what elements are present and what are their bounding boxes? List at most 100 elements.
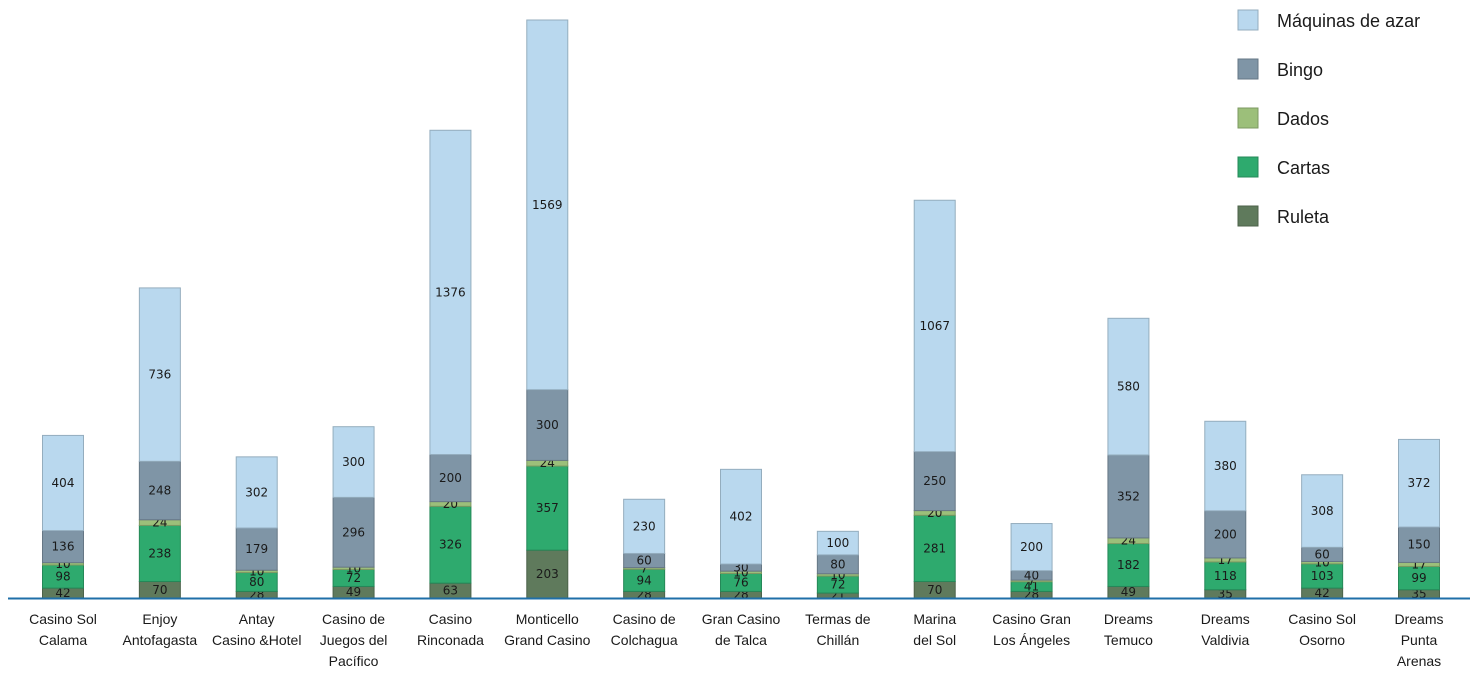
data-label: 72: [830, 578, 845, 592]
bar-segment-maquinas-de-azar: [42, 434, 84, 532]
bar-segment-bingo: [138, 460, 181, 521]
bar-segment-bingo: [235, 527, 278, 571]
data-label: 35: [1218, 587, 1233, 601]
category-label-line: Los Ángeles: [993, 632, 1070, 648]
data-label: 352: [1117, 489, 1140, 503]
category-label-line: Casino Gran: [992, 611, 1071, 627]
data-label: 238: [148, 546, 171, 560]
legend-label-bingo: Bingo: [1277, 60, 1323, 80]
category-label-line: Dreams: [1394, 611, 1443, 627]
category-label: Casino de Juegos del Pacífico: [320, 611, 388, 669]
category-label: Casino Sol Osorno: [1288, 611, 1356, 648]
data-label: 136: [52, 540, 75, 554]
category-label: Casino Sol Calama: [29, 611, 97, 648]
legend-label-ruleta: Ruleta: [1277, 207, 1330, 227]
data-label: 1569: [532, 198, 563, 212]
data-label: 404: [52, 476, 75, 490]
legend-swatch-bingo: [1237, 58, 1259, 80]
data-label: 72: [346, 571, 361, 585]
bar-segment-maquinas-de-azar: [1398, 438, 1440, 528]
bar-segment-maquinas-de-azar: [235, 456, 278, 529]
data-label: 103: [1311, 569, 1334, 583]
bar-segment-bingo: [1107, 454, 1150, 539]
category-label: Dreams Punta Arenas: [1394, 611, 1443, 669]
category-label-line: Antofagasta: [122, 632, 197, 648]
data-label: 94: [637, 573, 652, 587]
category-label: Antay Casino &Hotel: [212, 611, 302, 648]
data-label: 80: [830, 557, 845, 571]
category-label-line: Juegos del: [320, 632, 388, 648]
category-label-line: Casino de: [613, 611, 676, 627]
bar-segment-cartas: [1301, 563, 1344, 589]
category-label: Gran Casino de Talca: [702, 611, 781, 648]
category-label: Monticello Grand Casino: [504, 611, 591, 648]
category-label-line: del Sol: [913, 632, 956, 648]
bar-segment-maquinas-de-azar: [1301, 474, 1344, 548]
data-label: 49: [346, 585, 361, 599]
category-label-line: Antay: [239, 611, 275, 627]
bar-segment-maquinas-de-azar: [623, 498, 666, 554]
bar-segment-bingo: [526, 389, 569, 461]
category-label-line: Casino Sol: [29, 611, 97, 627]
data-label: 60: [637, 554, 652, 568]
category-label: Casino de Colchagua: [611, 611, 678, 648]
category-label-line: Monticello: [516, 611, 579, 627]
category-label-line: Pacífico: [329, 653, 379, 669]
data-label: 296: [342, 525, 365, 539]
data-label: 42: [1315, 586, 1330, 600]
category-label-line: Casino de: [322, 611, 385, 627]
data-label: 326: [439, 538, 462, 552]
data-label: 150: [1408, 538, 1431, 552]
data-label: 60: [1315, 547, 1330, 561]
bar-segment-cartas: [913, 514, 956, 583]
data-label: 372: [1408, 476, 1431, 490]
legend-label-maquinas-de-azar: Máquinas de azar: [1277, 11, 1420, 31]
category-label-line: Valdivia: [1201, 632, 1249, 648]
data-label: 7: [1028, 574, 1036, 588]
data-label: 182: [1117, 558, 1140, 572]
data-label: 1376: [435, 285, 466, 299]
bar-segment-cartas: [138, 524, 181, 583]
bar-segment-cartas: [429, 505, 472, 584]
data-label: 357: [536, 501, 559, 515]
data-label: 300: [536, 418, 559, 432]
bar-segment-maquinas-de-azar: [526, 19, 569, 391]
category-label-line: Marina: [913, 611, 956, 627]
data-label: 402: [730, 510, 753, 524]
category-label: Casino Rinconada: [417, 611, 484, 648]
category-label-line: Casino Sol: [1288, 611, 1356, 627]
legend: Máquinas de azar Bingo Dados Cartas Ruleta: [1237, 9, 1420, 227]
category-label: Dreams Valdivia: [1201, 611, 1250, 648]
legend-swatch-ruleta: [1237, 205, 1259, 227]
bars-group: 4298101364047023824248736288010179302497…: [42, 19, 1440, 603]
data-label: 41: [1024, 580, 1039, 594]
category-label-line: Dreams: [1201, 611, 1250, 627]
category-label-line: Enjoy: [142, 611, 177, 627]
data-label: 98: [55, 570, 70, 584]
data-label: 179: [245, 542, 268, 556]
bar-segment-cartas: [1204, 561, 1247, 591]
legend-swatch-dados: [1237, 107, 1259, 129]
category-label: Dreams Temuco: [1104, 611, 1153, 648]
category-label-line: Casino: [429, 611, 473, 627]
bar-segment-bingo: [1398, 526, 1440, 563]
data-label: 736: [148, 368, 171, 382]
legend-swatch-cartas: [1237, 156, 1259, 178]
category-label-line: de Talca: [715, 632, 767, 648]
bar-segment-cartas: [526, 465, 569, 551]
legend-label-cartas: Cartas: [1277, 158, 1330, 178]
category-label-line: Temuco: [1104, 632, 1153, 648]
bar-segment-bingo: [1204, 510, 1247, 559]
category-label-line: Casino &Hotel: [212, 632, 302, 648]
category-label: Termas de Chillán: [805, 611, 871, 648]
data-label: 40: [1024, 568, 1039, 582]
bar-segment-maquinas-de-azar: [1010, 523, 1053, 572]
data-label: 42: [55, 586, 70, 600]
data-label: 203: [536, 567, 559, 581]
data-label: 70: [152, 583, 167, 597]
data-label: 76: [733, 575, 748, 589]
data-label: 35: [1411, 587, 1426, 601]
data-label: 248: [148, 484, 171, 498]
category-label-line: Osorno: [1299, 632, 1345, 648]
